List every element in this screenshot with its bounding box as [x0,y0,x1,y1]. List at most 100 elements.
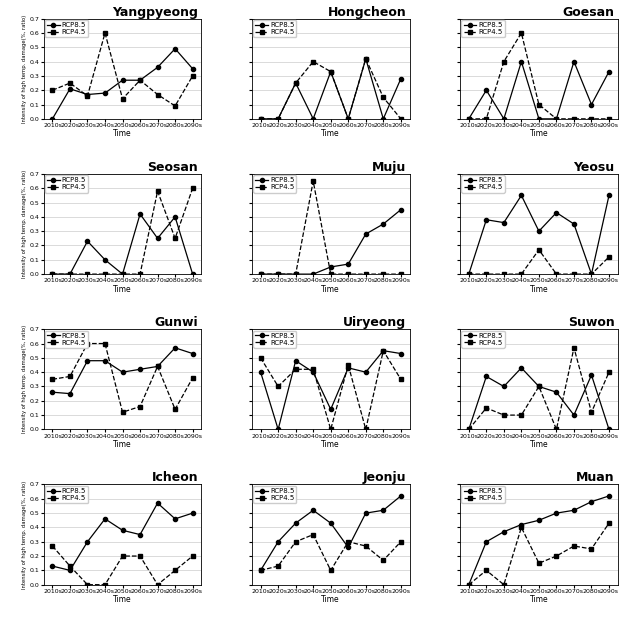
RCP4.5 [84,340,91,347]
RCP8.5 [500,528,507,536]
RCP8.5 [275,115,282,123]
RCP8.5 [588,371,595,379]
RCP8.5 [535,383,543,390]
RCP4.5 [535,246,543,254]
RCP4.5 [154,363,162,370]
RCP8.5 [482,538,490,545]
Legend: RCP8.5, RCP4.5: RCP8.5, RCP4.5 [253,175,296,193]
Line: RCP8.5: RCP8.5 [51,47,195,121]
RCP4.5 [397,376,404,383]
Line: RCP8.5: RCP8.5 [467,366,611,432]
RCP4.5 [49,542,56,550]
RCP8.5 [535,115,543,123]
RCP8.5 [119,368,126,376]
RCP4.5 [292,271,300,278]
RCP4.5 [275,271,282,278]
RCP8.5 [292,271,300,278]
RCP4.5 [500,581,507,588]
RCP8.5 [588,101,595,108]
RCP4.5 [344,271,352,278]
RCP4.5 [535,383,543,390]
RCP8.5 [605,425,613,433]
RCP8.5 [362,368,369,376]
RCP8.5 [257,567,265,574]
Y-axis label: Intensity of high temp. damage(%, ratio): Intensity of high temp. damage(%, ratio) [22,170,27,278]
RCP8.5 [327,406,334,413]
RCP8.5 [482,86,490,94]
RCP8.5 [465,115,472,123]
RCP8.5 [84,91,91,98]
RCP4.5 [570,542,578,550]
RCP4.5 [553,552,560,560]
RCP8.5 [136,77,144,84]
RCP4.5 [84,92,91,100]
RCP8.5 [292,80,300,87]
Legend: RCP8.5, RCP4.5: RCP8.5, RCP4.5 [461,20,505,37]
X-axis label: Time: Time [321,285,340,294]
RCP4.5 [588,115,595,123]
RCP4.5 [500,411,507,419]
RCP8.5 [397,75,404,83]
RCP4.5 [482,271,490,278]
RCP8.5 [344,115,352,123]
RCP4.5 [310,58,317,65]
RCP4.5 [465,115,472,123]
RCP4.5 [588,271,595,278]
Legend: RCP8.5, RCP4.5: RCP8.5, RCP4.5 [45,331,88,348]
RCP4.5 [518,524,525,531]
RCP8.5 [49,389,56,396]
RCP4.5 [588,545,595,552]
RCP8.5 [257,115,265,123]
RCP4.5 [172,406,179,413]
RCP4.5 [101,581,109,588]
Text: Uiryeong: Uiryeong [343,316,406,329]
RCP4.5 [344,361,352,369]
Line: RCP4.5: RCP4.5 [51,544,195,587]
RCP4.5 [119,95,126,103]
RCP8.5 [605,192,613,199]
RCP4.5 [136,77,144,84]
RCP8.5 [49,115,56,123]
RCP4.5 [344,115,352,123]
RCP4.5 [49,86,56,94]
RCP4.5 [275,383,282,390]
Text: Muan: Muan [576,471,615,485]
Line: RCP8.5: RCP8.5 [258,208,403,276]
RCP4.5 [119,552,126,560]
RCP4.5 [518,29,525,37]
Line: RCP4.5: RCP4.5 [467,346,611,432]
RCP4.5 [292,538,300,545]
RCP4.5 [553,271,560,278]
RCP8.5 [101,357,109,364]
RCP8.5 [362,230,369,238]
RCP4.5 [397,115,404,123]
RCP4.5 [172,234,179,242]
RCP8.5 [66,271,74,278]
RCP4.5 [101,271,109,278]
RCP8.5 [379,220,387,228]
RCP4.5 [257,354,265,361]
RCP8.5 [172,344,179,351]
RCP8.5 [482,373,490,380]
RCP4.5 [570,344,578,351]
RCP4.5 [379,557,387,564]
RCP8.5 [553,209,560,216]
RCP4.5 [482,567,490,574]
Legend: RCP8.5, RCP4.5: RCP8.5, RCP4.5 [461,486,505,503]
RCP8.5 [66,390,74,397]
RCP4.5 [500,271,507,278]
RCP4.5 [397,538,404,545]
Legend: RCP8.5, RCP4.5: RCP8.5, RCP4.5 [253,486,296,503]
Legend: RCP8.5, RCP4.5: RCP8.5, RCP4.5 [253,331,296,348]
RCP8.5 [605,68,613,75]
RCP8.5 [327,263,334,271]
RCP4.5 [535,101,543,108]
RCP8.5 [465,425,472,433]
RCP8.5 [275,271,282,278]
X-axis label: Time: Time [321,595,340,604]
Legend: RCP8.5, RCP4.5: RCP8.5, RCP4.5 [45,175,88,193]
Line: RCP4.5: RCP4.5 [51,186,195,276]
RCP8.5 [362,55,369,62]
RCP4.5 [344,538,352,545]
Text: Hongcheon: Hongcheon [328,6,406,19]
